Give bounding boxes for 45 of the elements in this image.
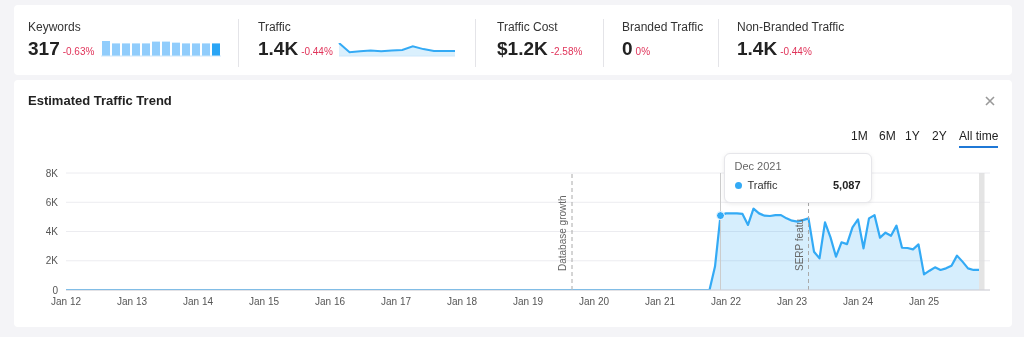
text: 6M	[879, 129, 896, 145]
text: 1.4K	[737, 38, 778, 59]
text: Traffic	[258, 20, 292, 34]
x-tick-label: Jan 13	[116, 296, 148, 308]
text: Branded Traffic	[622, 20, 704, 34]
x-tick-label: Jan 19	[512, 296, 544, 308]
x-tick-label: Jan 23	[776, 296, 808, 308]
text: -0.44%	[301, 46, 333, 57]
x-tick-label: Jan 12	[50, 296, 82, 308]
text: 1.4K	[258, 38, 299, 59]
text: Dec 2021	[734, 160, 783, 172]
y-tick-label: 8K	[45, 167, 59, 179]
text: -2.58%	[550, 46, 583, 57]
x-tick-label: Jan 24	[842, 296, 874, 308]
x-tick-label: Jan 16	[314, 296, 346, 308]
x-tick-label: Jan 14	[182, 296, 214, 308]
text: Traffic Cost	[497, 20, 559, 34]
annotation: 5,087	[832, 179, 861, 191]
text: Non-Branded Traffic	[737, 20, 845, 34]
text: Keywords	[28, 20, 82, 34]
legend-label: Traffic	[747, 179, 779, 191]
ref-line-label: SERP featu	[793, 218, 805, 271]
x-tick-label: Jan 17	[380, 296, 412, 308]
y-tick-label: 6K	[45, 196, 59, 208]
x-tick-label: Jan 18	[446, 296, 478, 308]
text: -0.44%	[780, 46, 812, 57]
text: 317	[28, 38, 60, 59]
text: All time	[959, 129, 999, 148]
text: 1Y	[905, 129, 920, 145]
text: $1.2K	[497, 38, 548, 59]
text: 0%	[635, 46, 651, 57]
x-tick-label: Jan 25	[908, 296, 940, 308]
text: 0	[622, 38, 633, 59]
y-tick-label: 2K	[45, 255, 59, 267]
x-tick-label: Jan 22	[710, 296, 742, 308]
x-tick-label: Jan 21	[644, 296, 676, 308]
chart-title: Estimated Traffic Trend	[28, 93, 172, 108]
text: 1M	[851, 129, 868, 145]
y-tick-label: 0	[52, 284, 59, 296]
text: -0.63%	[62, 46, 95, 57]
x-tick-label: Jan 20	[578, 296, 610, 308]
y-tick-label: 4K	[45, 226, 59, 238]
text: 2Y	[932, 129, 947, 145]
ref-line-label: Database growth	[557, 195, 568, 271]
x-tick-label: Jan 15	[248, 296, 280, 308]
